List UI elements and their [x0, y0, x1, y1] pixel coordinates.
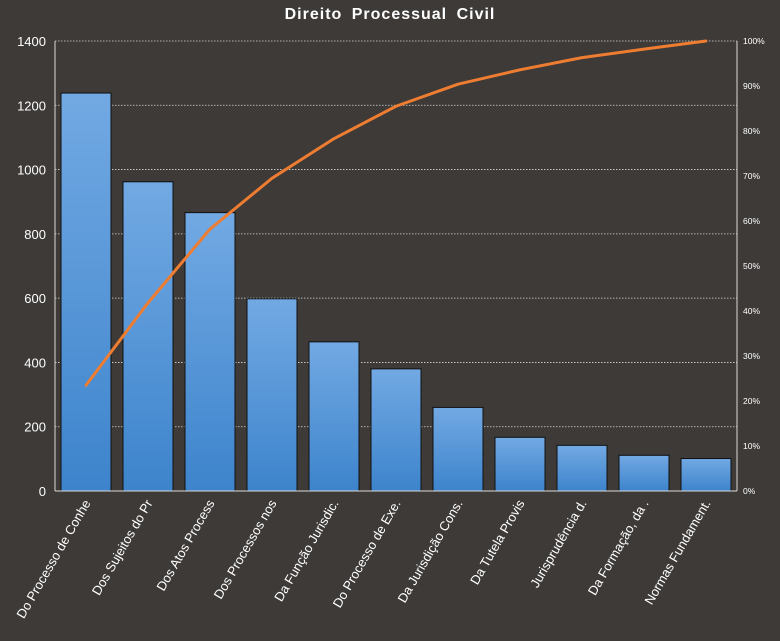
y2-tick-label: 100%: [743, 36, 765, 46]
bar: [246, 298, 298, 492]
bar: [122, 181, 174, 492]
bar: [494, 436, 546, 492]
y-tick-label: 1000: [17, 163, 46, 178]
cumulative-line: [84, 39, 708, 387]
y-tick-label: 400: [24, 355, 46, 370]
x-tick-label: Dos Sujeitos do Pr: [89, 496, 156, 597]
y-tick-label: 800: [24, 227, 46, 242]
y2-tick-label: 30%: [743, 351, 760, 361]
x-tick-label: Normas Fundament.: [641, 497, 713, 607]
y-tick-label: 0: [39, 484, 46, 499]
x-tick-label: Da Jurisdição Cons.: [394, 497, 465, 605]
y2-tick-label: 90%: [743, 81, 760, 91]
x-tick-label: Do Processo de Conhe: [13, 497, 93, 621]
x-tick-label: Dos Processos nos: [211, 497, 280, 602]
bar: [618, 454, 670, 492]
y-tick-label: 200: [24, 420, 46, 435]
bar: [370, 368, 422, 492]
y2-tick-label: 80%: [743, 126, 760, 136]
y2-tick-label: 10%: [743, 441, 760, 451]
x-tick-label: Da Tutela Provis: [467, 497, 528, 588]
bar: [60, 92, 112, 492]
bar: [184, 212, 236, 492]
y-tick-label: 1200: [17, 98, 46, 113]
y2-tick-label: 70%: [743, 171, 760, 181]
x-tick-label: Dos Atos Process: [153, 497, 218, 594]
bar: [432, 406, 484, 492]
bar: [680, 458, 732, 492]
y2-tick-label: 0%: [743, 486, 756, 496]
y2-tick-label: 20%: [743, 396, 760, 406]
y2-tick-label: 50%: [743, 261, 760, 271]
x-tick-label: Jurisprudência d.: [527, 497, 589, 590]
y2-tick-label: 60%: [743, 216, 760, 226]
bar: [556, 444, 608, 492]
y-tick-label: 1400: [17, 34, 46, 49]
x-tick-label: Da Função Jurisdic.: [271, 497, 341, 604]
bar: [308, 341, 360, 492]
y-tick-label: 600: [24, 291, 46, 306]
y2-tick-label: 40%: [743, 306, 760, 316]
x-tick-label: Da Formação, da .: [585, 497, 652, 598]
x-tick-label: Do Processo de Exe.: [330, 497, 404, 610]
chart-title: Direito Processual Civil: [284, 6, 496, 23]
